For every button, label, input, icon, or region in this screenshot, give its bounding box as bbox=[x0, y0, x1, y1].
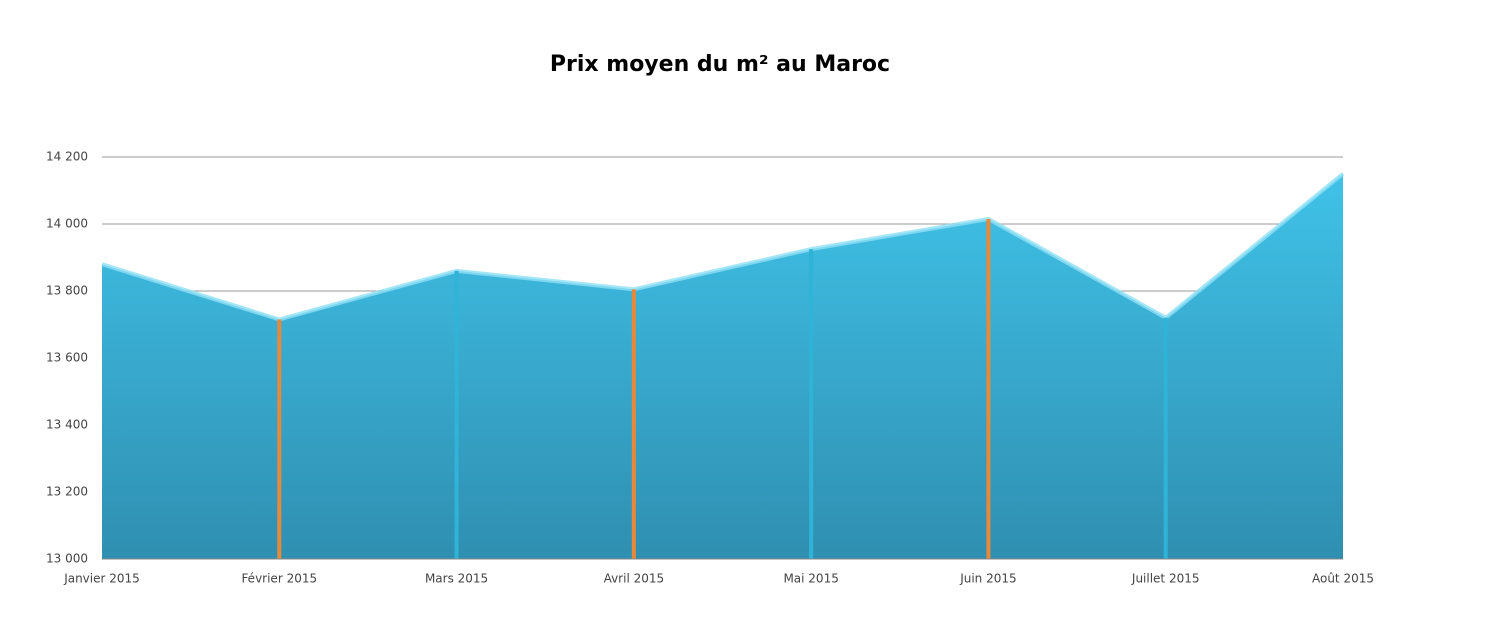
x-tick-label: Mars 2015 bbox=[425, 572, 488, 586]
chart-title: Prix moyen du m² au Maroc bbox=[550, 52, 890, 77]
y-tick-label: 13 800 bbox=[46, 284, 88, 298]
y-tick-label: 14 200 bbox=[46, 150, 88, 164]
y-tick-label: 13 200 bbox=[46, 485, 88, 499]
y-tick-label: 14 000 bbox=[46, 217, 88, 231]
x-tick-label: Avril 2015 bbox=[604, 572, 665, 586]
y-tick-label: 13 400 bbox=[46, 418, 88, 432]
area-edge bbox=[101, 172, 1345, 322]
x-tick-label: Mai 2015 bbox=[783, 572, 838, 586]
area bbox=[102, 173, 1343, 559]
x-tick-label: Janvier 2015 bbox=[63, 572, 140, 586]
x-tick-label: Juillet 2015 bbox=[1131, 572, 1200, 586]
x-tick-label: Février 2015 bbox=[241, 572, 317, 586]
y-tick-label: 13 000 bbox=[46, 552, 88, 566]
x-tick-label: Juin 2015 bbox=[959, 572, 1016, 586]
y-tick-label: 13 600 bbox=[46, 351, 88, 365]
x-tick-label: Août 2015 bbox=[1312, 572, 1374, 586]
